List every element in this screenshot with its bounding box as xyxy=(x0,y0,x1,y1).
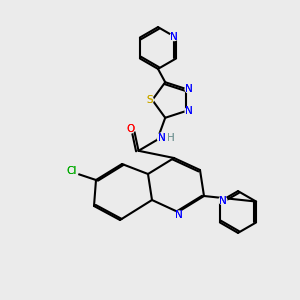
Text: N: N xyxy=(219,196,227,206)
Text: O: O xyxy=(126,124,135,134)
Circle shape xyxy=(185,85,193,93)
Text: N: N xyxy=(185,84,193,94)
Circle shape xyxy=(64,164,78,178)
Circle shape xyxy=(219,196,227,205)
Text: H: H xyxy=(167,133,175,143)
Text: H: H xyxy=(167,133,175,143)
Text: N: N xyxy=(185,84,193,94)
Text: N: N xyxy=(158,133,166,143)
Circle shape xyxy=(157,133,167,143)
Text: N: N xyxy=(170,32,178,41)
Circle shape xyxy=(127,125,134,133)
Text: S: S xyxy=(146,95,153,105)
Text: N: N xyxy=(175,210,183,220)
Text: N: N xyxy=(175,210,183,220)
Text: N: N xyxy=(158,133,166,143)
Text: N: N xyxy=(185,106,193,116)
Text: Cl: Cl xyxy=(66,167,76,176)
Circle shape xyxy=(175,211,183,219)
Text: Cl: Cl xyxy=(66,167,76,176)
Circle shape xyxy=(185,107,193,115)
Circle shape xyxy=(170,32,178,40)
Text: N: N xyxy=(170,32,178,41)
Text: S: S xyxy=(146,95,153,105)
Circle shape xyxy=(145,96,153,104)
Text: O: O xyxy=(126,124,135,134)
Text: N: N xyxy=(219,196,227,206)
Text: N: N xyxy=(185,106,193,116)
